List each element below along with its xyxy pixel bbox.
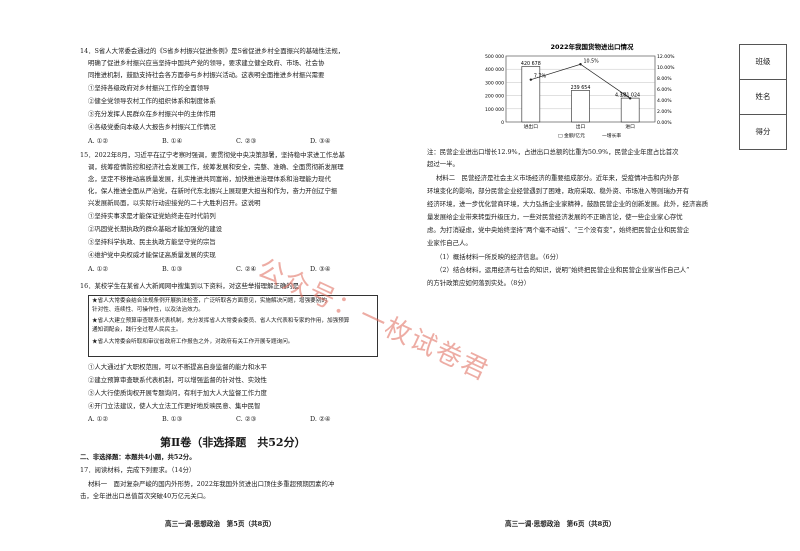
part2-note: 二、非选择题：本题共4小题，共52分。 bbox=[80, 453, 196, 461]
y-right-tick-label: 6.00% bbox=[657, 87, 672, 93]
q16-box-line: ★省人大建立预算审查联系代表机制，充分发挥省人大常委会委员、省人大代表和专家的作… bbox=[92, 318, 350, 324]
q15-stem-line: 15．2022年8月，习近平在辽宁考察时强调，要贯彻党中央决策部署，坚持稳中求进… bbox=[80, 151, 345, 159]
q15-item: ④维护党中央权威才能保证高质量发展的实现 bbox=[88, 251, 216, 259]
x-tick-label: 进出口 bbox=[524, 123, 539, 130]
q14-option-d[interactable]: D. ③④ bbox=[310, 137, 331, 145]
y-left-tick-label: 100 000 bbox=[485, 107, 504, 113]
q15-option-b[interactable]: B. ①③ bbox=[162, 265, 183, 273]
q15-option-a[interactable]: A. ①② bbox=[88, 265, 109, 273]
question-1: （1）概括材料一所反映的经济信息。（6分） bbox=[436, 253, 563, 261]
q15-stem-line: 化，保人推进全面从严治党，在新时代东北振兴上展现更大担当和作为，奋力开创辽宁振 bbox=[88, 187, 338, 195]
footer-right: 高三一调·思想政治 第6页（共8页） bbox=[505, 520, 616, 528]
bar bbox=[521, 66, 541, 123]
note-line: 注：民营企业进出口增长12.9%，占进出口总额的比重为50.9%，民营企业年度占… bbox=[427, 148, 679, 156]
q15-stem-line: 念，坚定不移推动高质量发展，扎实推进共同富裕，加快推进治理体系和治理能力现代 bbox=[88, 175, 331, 183]
score-box: 班级 姓名 得分 bbox=[739, 44, 787, 150]
q14-option-c[interactable]: C. ②③ bbox=[236, 137, 257, 145]
q16-option-c[interactable]: C. ②③ bbox=[236, 415, 257, 423]
material2-line: 经济环境，进一步优化营商环境，大力弘扬企业家精神，鼓励民营企业的创新发展。此外，… bbox=[427, 200, 709, 208]
chart-title: 2022年我国货物进出口情况 bbox=[550, 42, 634, 51]
bar-data-label: 420 678 bbox=[521, 61, 541, 67]
q14-item: ④各级党委向本级人大报告乡村振兴工作情况 bbox=[88, 123, 216, 131]
y-right-tick-label: 12.00% bbox=[657, 54, 675, 60]
growth-rate-label: 4.3% bbox=[615, 92, 628, 98]
footer-left: 高三一调·思想政治 第5页（共8页） bbox=[165, 520, 276, 528]
bar bbox=[620, 97, 640, 123]
q17-stem: 17．阅读材料，完成下列要求。（14分） bbox=[80, 466, 196, 474]
q16-box-line: ★省人大常委会听取和审议省政府工作报告之外，对政府有关工作开展专题询问。 bbox=[92, 339, 294, 345]
y-right-tick-label: 4.00% bbox=[657, 98, 672, 104]
material2-line: 环境变化的影响，部分民营企业经营遇到了困难，政府采取、稳外资、市场准入等则瑞办开… bbox=[427, 187, 690, 195]
y-left-tick-label: 0 bbox=[501, 120, 504, 126]
material1-line: 击，全年进出口总值首次突破40万亿元关口。 bbox=[80, 492, 210, 500]
material2-line: 虑。为打消疑虑，党中央始终坚持“两个毫不动摇”、“三个没有变”，始终把民营企业和… bbox=[427, 226, 690, 234]
growth-rate-label: 10.5% bbox=[584, 58, 600, 64]
q16-item: ①人大通过扩大职权范围，可以不断提高自身监督的能力和水平 bbox=[88, 363, 267, 371]
x-tick-label: 出口 bbox=[576, 123, 586, 130]
q14-item: ②健全党领导农村工作的组织体系和制度体系 bbox=[88, 97, 216, 105]
q14-item: ③充分发挥人民群众在乡村振兴中的主体作用 bbox=[88, 110, 216, 118]
q15-item: ②巩固党长期执政的群众基础才能加强党的建设 bbox=[88, 225, 223, 233]
q16-stem: 16．某校学生在某省人大新闻网中搜集到以下资料，对这些举措理解正确的是 bbox=[80, 282, 300, 290]
y-left-tick-label: 200 000 bbox=[485, 94, 504, 100]
question-2: 的方针政策应如何落到实处。（8分） bbox=[427, 279, 531, 287]
x-tick-label: 进口 bbox=[625, 123, 635, 130]
q14-stem-line: 14．S省人大常委会通过的《S省乡村振兴促进条例》是S省促进乡村全面振兴的基础性… bbox=[80, 47, 345, 55]
y-right-tick-label: 10.00% bbox=[657, 65, 675, 71]
q16-item: ④开门立法建议，使人大立法工作更好地反映民意、集中民智 bbox=[88, 402, 261, 410]
legend-growth: —增长率 bbox=[602, 132, 621, 139]
material2-line: 业家作自己人。 bbox=[427, 239, 472, 247]
bar-data-label: 181 024 bbox=[620, 93, 640, 99]
question-2: （2）结合材料，运用经济与社会的知识，说明“始终把民营企业和民营企业家当作自己人… bbox=[436, 266, 690, 274]
q15-item: ③坚持科学执政、民主执政方能坚守党的宗旨 bbox=[88, 238, 216, 246]
q16-option-b[interactable]: B. ①③ bbox=[162, 415, 183, 423]
q16-box-line: 针对性、连续性、可操作性，以及法治效力。 bbox=[92, 307, 204, 313]
trade-chart: 2022年我国货物进出口情况 500 000 400 000 300 000 200 … bbox=[485, 42, 675, 139]
part2-title: 第Ⅱ卷（非选择题 共52分） bbox=[160, 436, 306, 449]
q16-box-line: ★省人大常委会结合法规条例开展执法检查，广泛听取各方面意见，实施解决问题，增强要… bbox=[92, 298, 327, 304]
q15-option-d[interactable]: D. ③④ bbox=[310, 265, 331, 273]
note-line: 超过一半。 bbox=[427, 160, 459, 168]
material2-line: 量发展给企业带来转型升级压力，一些对民营经济发展的不正确言论，使一些企业家心存忧 bbox=[427, 213, 683, 221]
growth-rate-point bbox=[529, 78, 533, 81]
y-left-tick-label: 400 000 bbox=[485, 67, 504, 73]
q15-stem-line: 调，统筹疫情防控和经济社会发展工作，统筹发展和安全，完整、准确、全面贯彻新发展理 bbox=[88, 163, 344, 171]
q14-option-b[interactable]: B. ①④ bbox=[162, 137, 183, 145]
q16-option-d[interactable]: D. ②④ bbox=[310, 415, 331, 423]
q14-option-a[interactable]: A. ①② bbox=[88, 137, 109, 145]
bar-data-label: 239 654 bbox=[571, 85, 591, 91]
q14-stem-line: 同推进机制，鼓励支持社会各方面参与乡村振兴活动。这表明全面推进乡村振兴需要 bbox=[88, 71, 325, 79]
legend-amount: □ 金额/亿元 bbox=[558, 132, 585, 139]
y-right-tick-label: 8.00% bbox=[657, 76, 672, 82]
bar bbox=[571, 90, 590, 123]
q16-material-box bbox=[88, 295, 378, 357]
material2-line: 材料二 民营经济是社会主义市场经济的重要组成部分。近年来，受疫情冲击和内外部 bbox=[436, 174, 679, 182]
growth-rate-label: 7.7% bbox=[534, 74, 547, 80]
growth-rate-point bbox=[579, 63, 582, 66]
q15-stem-line: 兴发展新局面，以实际行动迎接党的二十大胜利召开。这说明 bbox=[88, 199, 261, 207]
name-field-label: 姓名 bbox=[740, 80, 786, 115]
q15-item: ①坚持实事求是才能保证党始终走在时代前列 bbox=[88, 212, 216, 220]
q14-stem-line: 明确了促进乡村振兴应当坚持中国共产党的领导，要求建立健全政府、市场、社会协 bbox=[88, 59, 325, 67]
y-left-tick-label: 500 000 bbox=[485, 54, 504, 60]
y-left-tick-label: 300 000 bbox=[485, 80, 504, 86]
material1-line: 材料一 面对复杂严峻的国内外形势，2022年我国外贸进出口顶住多重超预期因素的冲 bbox=[88, 480, 335, 488]
y-right-tick-label: 2.00% bbox=[657, 109, 672, 115]
q16-item: ②建立预算审查联系代表机制，可以增强监督的针对性、实效性 bbox=[88, 376, 267, 384]
q16-option-a[interactable]: A. ①② bbox=[88, 415, 109, 423]
growth-rate-point bbox=[628, 97, 632, 100]
class-field-label: 班级 bbox=[740, 45, 786, 80]
q16-box-line: 通知调配会，践行全过程人民民主。 bbox=[92, 327, 182, 333]
q16-item: ③人大行使质询权开展专题询问，有利于加大人大监督工作力度 bbox=[88, 389, 267, 397]
q15-option-c[interactable]: C. ②④ bbox=[236, 265, 257, 273]
score-field-label: 得分 bbox=[755, 127, 771, 136]
y-right-tick-label: 0.00% bbox=[657, 120, 672, 126]
q14-item: ①坚持各级政府对乡村振兴工作的全面领导 bbox=[88, 84, 210, 92]
